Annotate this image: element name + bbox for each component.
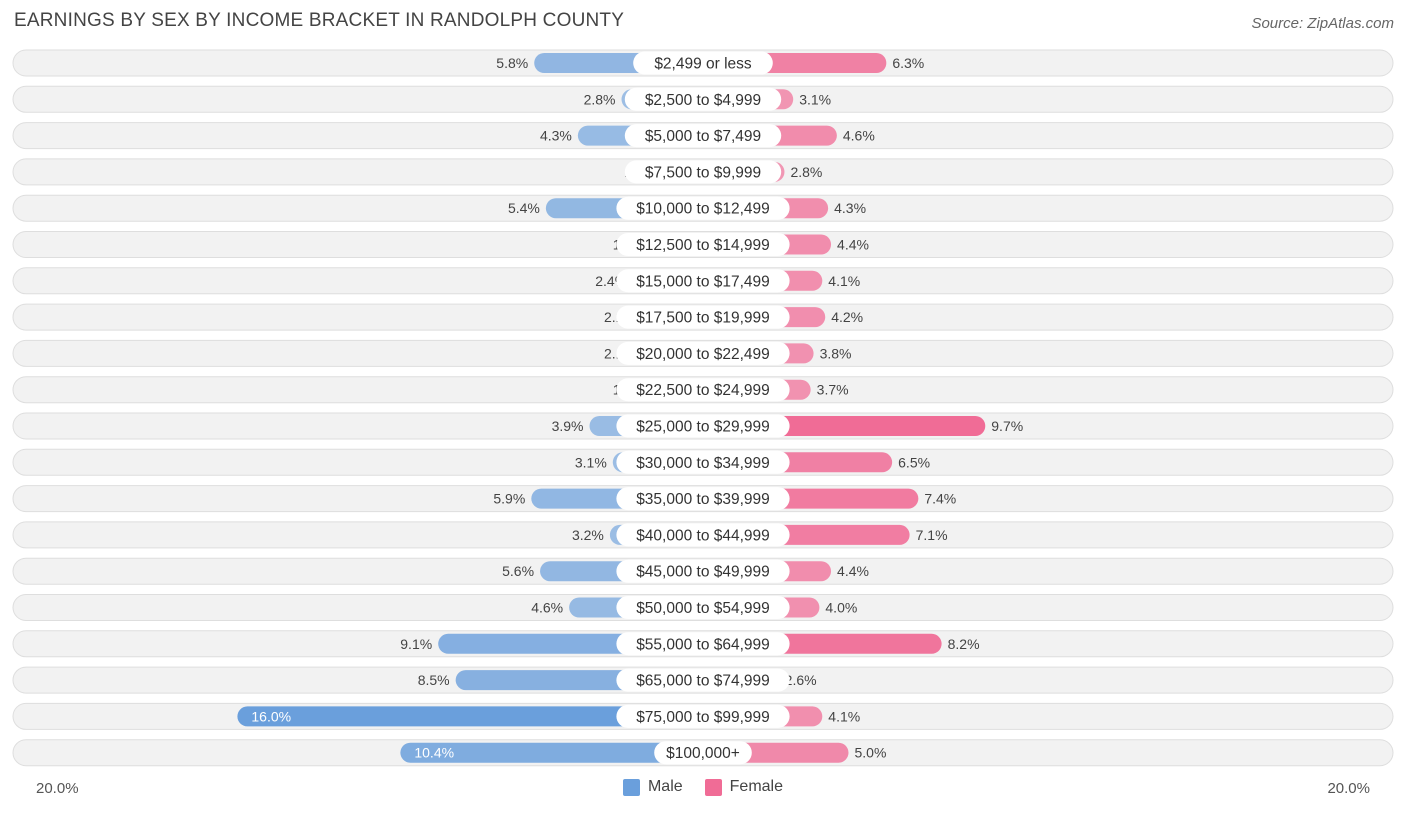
- legend-item-male: Male: [622, 778, 683, 796]
- category-pill: [616, 414, 790, 438]
- category-pill: [616, 668, 790, 692]
- legend-label-female: Female: [729, 778, 784, 795]
- axis-label-right: 20.0%: [1327, 780, 1370, 797]
- value-label-female: 4.0%: [825, 600, 857, 616]
- category-label: $35,000 to $39,999: [636, 491, 770, 508]
- category-label: $45,000 to $49,999: [636, 564, 770, 581]
- category-pill: [616, 559, 790, 583]
- legend: Male Female: [0, 778, 1406, 796]
- category-label: $75,000 to $99,999: [636, 709, 770, 726]
- value-label-male: 4.3%: [540, 128, 572, 144]
- category-label: $7,500 to $9,999: [645, 164, 761, 181]
- category-pill: [616, 704, 790, 728]
- category-pill: [616, 233, 790, 256]
- category-label: $25,000 to $29,999: [636, 419, 770, 436]
- value-label-male: 4.6%: [531, 600, 563, 616]
- category-pill: [616, 378, 790, 402]
- axis-label-left: 20.0%: [36, 780, 79, 797]
- value-label-male: 8.5%: [418, 672, 450, 688]
- category-pill: [624, 160, 782, 184]
- value-label-male: 2.8%: [584, 91, 616, 107]
- value-label-female: 4.3%: [834, 200, 866, 216]
- value-label-female: 8.2%: [948, 636, 980, 652]
- category-label: $5,000 to $7,499: [645, 128, 761, 145]
- value-label-female: 4.2%: [831, 309, 863, 325]
- value-label-female: 4.1%: [828, 708, 860, 724]
- category-pill: [616, 341, 790, 365]
- value-label-male: 3.9%: [552, 418, 584, 434]
- value-label-female: 6.3%: [892, 55, 924, 71]
- value-label-male: 3.2%: [572, 527, 604, 543]
- value-label-female: 2.8%: [790, 164, 822, 180]
- value-label-female: 2.6%: [785, 672, 817, 688]
- category-pill: [616, 487, 790, 511]
- value-label-male: 10.4%: [414, 745, 454, 761]
- bar-male: [237, 706, 703, 727]
- category-label: $15,000 to $17,499: [636, 273, 770, 290]
- value-label-male: 5.4%: [508, 200, 540, 216]
- category-label: $17,500 to $19,999: [636, 310, 770, 327]
- category-label: $10,000 to $12,499: [636, 201, 770, 218]
- chart-title: EARNINGS BY SEX BY INCOME BRACKET IN RAN…: [14, 10, 625, 31]
- value-label-female: 7.4%: [924, 491, 956, 507]
- category-label: $65,000 to $74,999: [636, 673, 770, 690]
- value-label-female: 5.0%: [855, 745, 887, 761]
- legend-item-female: Female: [704, 778, 784, 796]
- value-label-male: 16.0%: [251, 708, 291, 724]
- value-label-male: 5.8%: [496, 55, 528, 71]
- value-label-male: 3.1%: [575, 454, 607, 470]
- category-pill: [616, 450, 790, 474]
- value-label-female: 7.1%: [916, 527, 948, 543]
- legend-label-male: Male: [647, 778, 683, 795]
- category-pill: [616, 305, 790, 329]
- value-label-male: 5.9%: [493, 491, 525, 507]
- legend-swatch-male: [622, 778, 640, 796]
- value-label-female: 4.6%: [843, 128, 875, 144]
- value-label-female: 3.8%: [820, 345, 852, 361]
- value-label-male: 9.1%: [400, 636, 432, 652]
- category-label: $50,000 to $54,999: [636, 600, 770, 617]
- category-pill: [616, 596, 790, 619]
- value-label-female: 6.5%: [898, 454, 930, 470]
- value-label-female: 3.7%: [817, 382, 849, 398]
- category-label: $55,000 to $64,999: [636, 636, 770, 653]
- category-pill: [616, 269, 790, 293]
- category-pill: [616, 523, 790, 547]
- category-label: $100,000+: [666, 745, 740, 762]
- category-pill: [654, 741, 752, 765]
- category-pill: [633, 51, 773, 75]
- category-pill: [624, 87, 782, 111]
- category-pill: [616, 632, 790, 656]
- category-label: $40,000 to $44,999: [636, 527, 770, 544]
- category-label: $12,500 to $14,999: [636, 237, 770, 254]
- source-label: Source: ZipAtlas.com: [1251, 15, 1394, 32]
- category-label: $22,500 to $24,999: [636, 382, 770, 399]
- value-label-female: 4.1%: [828, 273, 860, 289]
- category-label: $2,499 or less: [654, 56, 752, 73]
- category-pill: [616, 196, 790, 220]
- category-label: $30,000 to $34,999: [636, 455, 770, 472]
- bar-male: [400, 742, 703, 763]
- value-label-male: 5.6%: [502, 563, 534, 579]
- category-pill: [624, 124, 782, 148]
- value-label-female: 4.4%: [837, 237, 869, 253]
- legend-swatch-female: [704, 778, 722, 796]
- category-label: $20,000 to $22,499: [636, 346, 770, 363]
- value-label-female: 4.4%: [837, 563, 869, 579]
- value-label-female: 9.7%: [991, 418, 1023, 434]
- value-label-female: 3.1%: [799, 91, 831, 107]
- category-label: $2,500 to $4,999: [645, 92, 761, 109]
